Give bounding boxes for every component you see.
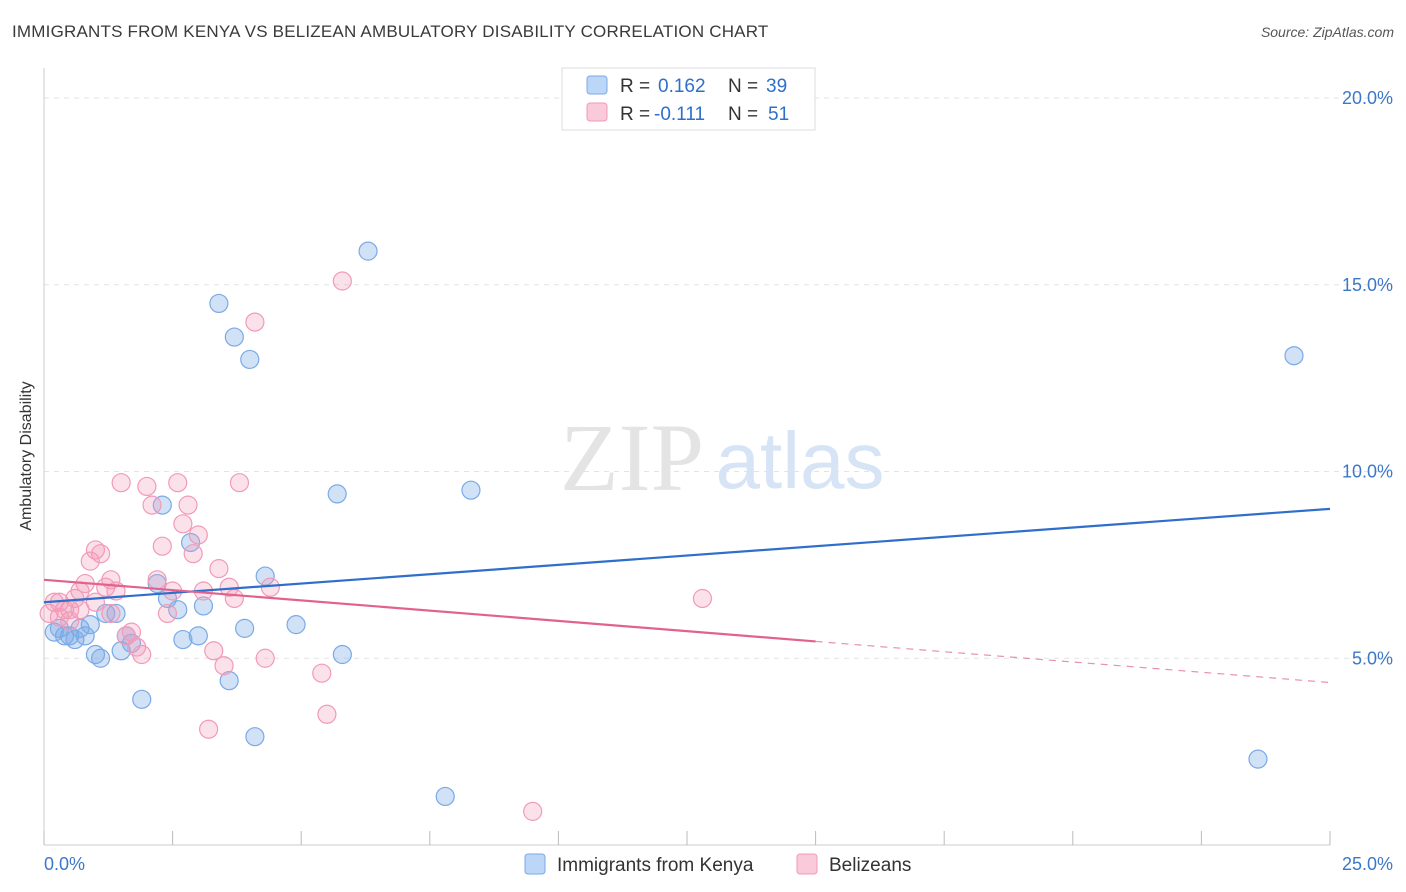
belizean-point-14 [111,473,131,493]
kenya-trend-line [43,507,1331,604]
belizean-point-28 [183,544,203,564]
trend-lines [43,507,1331,684]
belizean-point-37 [229,473,250,493]
belizean-point-19 [137,476,157,497]
legend-label-kenya[interactable]: Immigrants from Kenya [557,855,754,876]
belizean-point-27 [178,495,198,515]
kenya-point-24 [209,293,229,314]
kenya-point-19 [168,600,188,620]
kenya-point-17 [152,495,172,515]
kenya-point-21 [181,532,201,553]
source-attribution[interactable]: Source: ZipAtlas.com [1260,24,1394,40]
watermark-zip: ZIP [560,404,704,511]
kenya-point-37 [1284,346,1304,366]
kenya-point-22 [188,626,208,646]
axes [43,68,1331,846]
belizean-point-44 [523,801,543,821]
kenya-point-12 [111,641,131,661]
kenya-point-25 [219,671,239,691]
belizean-point-32 [204,641,224,661]
stats-legend-r-value-1: -0.111 [654,104,705,125]
belizean-point-20 [142,495,162,515]
kenya-point-23 [193,596,214,616]
belizean-point-38 [245,312,265,332]
stats-legend-n-value-1: 51 [768,104,789,125]
belizean-point-41 [312,663,332,683]
kenya-point-0 [44,622,64,642]
kenya-point-31 [286,615,306,635]
stats-legend: R = 0.162 N = 39 R = -0.111 N = 51 [561,67,816,131]
belizean-point-23 [157,603,178,624]
belizean-point-39 [255,648,275,668]
legend-swatch-kenya[interactable] [524,853,546,875]
kenya-point-4 [65,629,85,650]
belizean-point-45 [692,588,713,609]
belizean-point-21 [147,570,167,590]
x-tick-label-1: 25.0% [1342,854,1393,874]
kenya-point-9 [90,648,111,668]
belizean-point-22 [152,536,172,556]
belizean-point-42 [317,704,337,724]
belizean-point-9 [85,540,106,560]
belizean-trend-line [43,578,816,643]
stats-legend-n-label-0: N = [728,76,758,97]
kenya-point-27 [235,618,255,638]
watermark: ZIP atlas [560,404,884,511]
stats-legend-n-value-0: 39 [766,76,787,97]
series-legend: Immigrants from Kenya Belizeans [524,853,911,876]
belizean-point-10 [90,544,111,564]
kenya-point-29 [245,727,265,747]
data-points [39,241,1304,821]
grid-lines [44,97,1392,659]
stats-legend-r-value-0: 0.162 [658,76,706,97]
kenya-point-36 [461,480,481,500]
belizean-point-18 [132,644,152,665]
belizean-point-43 [332,271,352,291]
kenya-point-6 [75,626,95,646]
chart-title: IMMIGRANTS FROM KENYA VS BELIZEAN AMBULA… [12,22,769,41]
kenya-point-28 [240,349,260,370]
belizean-point-29 [188,525,208,545]
belizean-trend-line-extension [815,640,1331,684]
watermark-atlas: atlas [716,416,885,505]
belizean-point-33 [209,559,229,579]
belizean-point-16 [121,622,142,642]
kenya-point-35 [435,786,455,807]
kenya-point-11 [106,603,126,624]
kenya-point-33 [332,644,352,665]
stats-legend-r-label-0: R = [620,76,650,97]
legend-label-belizeans[interactable]: Belizeans [829,855,911,876]
kenya-point-34 [358,241,378,261]
kenya-point-8 [85,644,106,665]
belizean-point-48 [101,603,121,624]
y-tick-label-5: 5.0% [1352,648,1393,668]
stats-legend-swatch-kenya [586,75,608,95]
tick-labels: 5.0% 10.0% 15.0% 20.0% 0.0% 25.0% [44,88,1393,874]
belizean-point-8 [80,551,100,571]
kenya-point-26 [224,327,244,347]
kenya-point-32 [327,484,347,504]
y-tick-label-15: 15.0% [1342,275,1393,295]
stats-legend-r-label-1: R = [620,104,650,125]
kenya-point-2 [54,626,75,646]
belizean-point-25 [168,473,188,493]
belizean-point-47 [85,592,106,612]
belizean-point-36 [224,588,244,609]
stats-legend-n-label-1: N = [728,104,758,125]
kenya-point-20 [173,629,193,650]
legend-swatch-belizeans[interactable] [796,853,818,875]
kenya-point-38 [1248,749,1268,769]
belizean-point-26 [173,514,193,534]
belizean-point-31 [199,719,219,739]
x-tick-label-0: 0.0% [44,854,85,874]
kenya-point-3 [60,626,80,646]
kenya-point-7 [80,615,100,635]
stats-legend-swatch-belizeans [586,102,608,122]
y-tick-label-20: 20.0% [1342,88,1393,108]
belizean-point-34 [214,656,234,676]
y-tick-label-10: 10.0% [1342,462,1393,482]
belizean-point-50 [60,600,80,620]
kenya-point-15 [132,689,152,709]
